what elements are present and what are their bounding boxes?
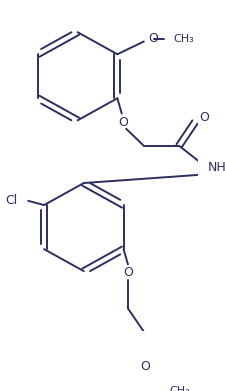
Text: O: O xyxy=(148,32,158,45)
Text: NH: NH xyxy=(207,161,225,174)
Text: O: O xyxy=(123,266,133,279)
Text: CH₃: CH₃ xyxy=(173,34,194,44)
Text: Cl: Cl xyxy=(5,194,18,207)
Text: O: O xyxy=(141,360,151,373)
Text: O: O xyxy=(199,111,209,124)
Text: CH₃: CH₃ xyxy=(169,386,190,391)
Text: O: O xyxy=(119,115,128,129)
